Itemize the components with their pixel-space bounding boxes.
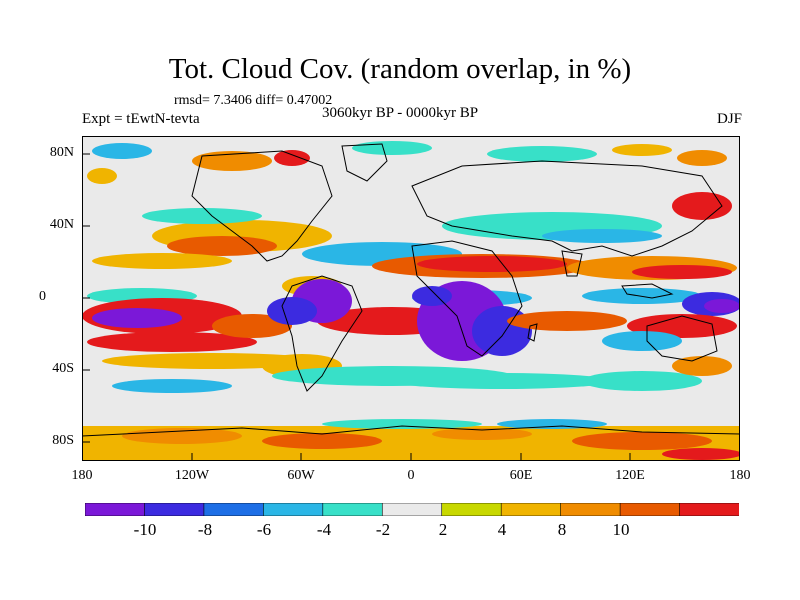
- y-tick-label: 40S: [52, 361, 74, 376]
- y-tick-label: 80N: [49, 145, 74, 160]
- experiment-label: Expt = tEwtN-tevta: [82, 111, 200, 127]
- colorbar-label: 10: [612, 520, 630, 539]
- colorbar-segment: [619, 503, 681, 516]
- x-tick-label: 0: [407, 468, 415, 483]
- colorbar-label: 8: [557, 520, 567, 539]
- colorbar-label: -8: [197, 520, 213, 539]
- period-label: 3060kyr BP - 0000kyr BP: [322, 105, 479, 121]
- x-tick-label: 180: [729, 468, 751, 483]
- figure-title: Tot. Cloud Cov. (random overlap, in %): [168, 53, 632, 85]
- x-tick-label: 120W: [174, 468, 210, 483]
- x-tick-label: 60W: [287, 468, 315, 483]
- colorbar-segment: [441, 503, 502, 516]
- colorbar-segment: [500, 503, 562, 516]
- colorbar-segment: [381, 503, 443, 516]
- colorbar: [85, 503, 739, 516]
- colorbar-segment: [560, 503, 621, 516]
- colorbar-label: -6: [256, 520, 272, 539]
- colorbar-label: -10: [133, 520, 157, 539]
- season-label: DJF: [716, 111, 742, 127]
- map-panel: [82, 136, 740, 461]
- colorbar-label: -4: [316, 520, 332, 539]
- colorbar-segment: [85, 503, 146, 516]
- colorbar-label: -2: [375, 520, 391, 539]
- anomaly-field: [82, 141, 740, 461]
- coastlines: [82, 143, 740, 437]
- anomaly-map: [82, 136, 740, 461]
- x-tick-label: 180: [71, 468, 93, 483]
- y-tick-label: 80S: [52, 433, 74, 448]
- colorbar-segment: [679, 503, 739, 516]
- y-tick-label: 40N: [49, 217, 74, 232]
- colorbar-segment: [144, 503, 205, 516]
- stats-text: rmsd= 7.3406 diff= 0.47002: [174, 93, 333, 108]
- x-tick-label: 120E: [615, 468, 645, 483]
- x-tick-label: 60E: [509, 468, 533, 483]
- y-tick-label: 0: [39, 289, 46, 304]
- colorbar-label: 2: [438, 520, 448, 539]
- colorbar-segment: [263, 503, 324, 516]
- colorbar-segment: [322, 503, 384, 516]
- colorbar-segment: [203, 503, 265, 516]
- tick-marks: [82, 153, 631, 461]
- colorbar-label: 4: [497, 520, 507, 539]
